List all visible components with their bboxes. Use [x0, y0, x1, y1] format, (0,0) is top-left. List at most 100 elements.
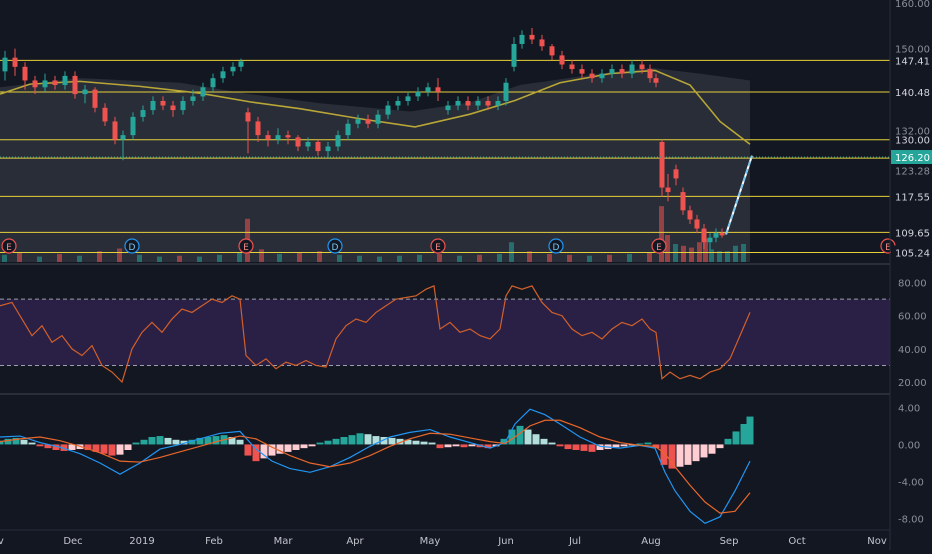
- candle: [180, 96, 186, 115]
- candle: [539, 34, 545, 51]
- time-axis-label: Dec: [63, 536, 82, 547]
- volume-bar: [607, 254, 612, 262]
- candle-body: [102, 107, 108, 122]
- macd-histogram-bar: [204, 437, 212, 445]
- macd-histogram-bar: [340, 437, 348, 445]
- candle-body: [465, 100, 471, 106]
- macd-histogram-bar: [436, 444, 444, 449]
- macd-panel[interactable]: [0, 408, 754, 525]
- macd-histogram-bar: [44, 444, 52, 449]
- candle-body: [265, 135, 271, 140]
- macd-histogram-bar: [180, 440, 188, 445]
- macd-histogram-bar: [172, 439, 180, 445]
- macd-histogram-bar: [572, 444, 580, 450]
- candle: [569, 59, 575, 74]
- candle: [92, 87, 98, 113]
- volume-bar: [137, 254, 142, 262]
- macd-histogram-bar: [372, 436, 380, 445]
- event-marker-label: D: [332, 243, 339, 253]
- candle-body: [653, 78, 659, 83]
- candle: [529, 28, 535, 45]
- rsi-tick-label: 20.00: [898, 378, 927, 389]
- time-axis-label: Jun: [497, 536, 514, 547]
- macd-histogram-bar: [276, 444, 284, 454]
- macd-histogram-bar: [700, 444, 708, 458]
- macd-histogram-bar: [588, 444, 596, 452]
- candle: [673, 164, 679, 186]
- candle-body: [701, 228, 707, 243]
- volume-bar: [57, 253, 62, 262]
- candle: [619, 64, 625, 79]
- candle: [385, 100, 391, 120]
- event-marker: D: [327, 238, 343, 254]
- level-label: 109.65: [895, 228, 930, 239]
- candle: [519, 30, 525, 49]
- candle-body: [190, 96, 196, 101]
- volume-bar: [703, 238, 708, 262]
- candle-body: [210, 78, 216, 88]
- candle-body: [385, 105, 391, 115]
- time-axis-label: Oct: [788, 536, 805, 547]
- candle-body: [238, 61, 244, 67]
- macd-histogram-bar: [268, 444, 276, 456]
- candle-body: [315, 141, 321, 152]
- candle-body: [707, 237, 713, 243]
- candle: [701, 223, 707, 250]
- macd-histogram-bar: [100, 444, 108, 454]
- candle: [210, 73, 216, 92]
- current-price-label: 126.20: [895, 153, 930, 164]
- candle: [599, 69, 605, 83]
- candle: [455, 96, 461, 111]
- macd-histogram-bar: [364, 434, 372, 445]
- time-axis-label: Jul: [568, 536, 581, 547]
- time-axis-label: Apr: [346, 536, 364, 547]
- event-marker: D: [124, 238, 140, 254]
- candle-body: [140, 110, 146, 117]
- event-marker-label: E: [243, 243, 249, 253]
- macd-histogram-bar: [20, 439, 28, 445]
- macd-tick-label: -8.00: [898, 515, 924, 526]
- macd-histogram-bar: [28, 442, 36, 445]
- event-marker: E: [430, 238, 446, 254]
- candle: [315, 139, 321, 156]
- volume-bar: [177, 255, 182, 262]
- volume-bar: [689, 247, 694, 262]
- candle-body: [659, 141, 665, 188]
- macd-histogram-bar: [92, 444, 100, 452]
- candle-body: [335, 135, 341, 147]
- candle-body: [180, 100, 186, 111]
- rsi-tick-label: 40.00: [898, 345, 927, 356]
- candle: [680, 187, 686, 215]
- rsi-panel[interactable]: [0, 285, 890, 384]
- level-label: 140.48: [895, 88, 930, 99]
- candle-body: [445, 105, 451, 111]
- candle-body: [245, 112, 251, 122]
- volume-bar: [417, 254, 422, 262]
- macd-histogram-bar: [484, 444, 492, 449]
- candle: [445, 100, 451, 115]
- candle-body: [355, 119, 361, 124]
- candle-body: [687, 210, 693, 220]
- macd-histogram-bar: [596, 444, 604, 450]
- macd-histogram-bar: [332, 438, 340, 445]
- candle: [647, 64, 653, 83]
- candle-body: [92, 89, 98, 108]
- candle: [503, 78, 509, 106]
- volume-bar: [725, 251, 730, 262]
- candle-body: [170, 105, 176, 111]
- candle: [285, 130, 291, 145]
- level-label-bg: [891, 225, 932, 240]
- macd-histogram-bar: [740, 424, 748, 445]
- macd-histogram-bar: [84, 444, 92, 450]
- event-marker-circle: [651, 238, 667, 254]
- candle: [653, 73, 659, 88]
- macd-histogram-bar: [716, 444, 724, 449]
- event-marker-circle: [1, 238, 17, 254]
- macd-histogram-bar: [36, 444, 44, 447]
- current-price-tag: [891, 150, 932, 165]
- candle-body: [52, 80, 58, 86]
- macd-histogram-bar: [188, 439, 196, 445]
